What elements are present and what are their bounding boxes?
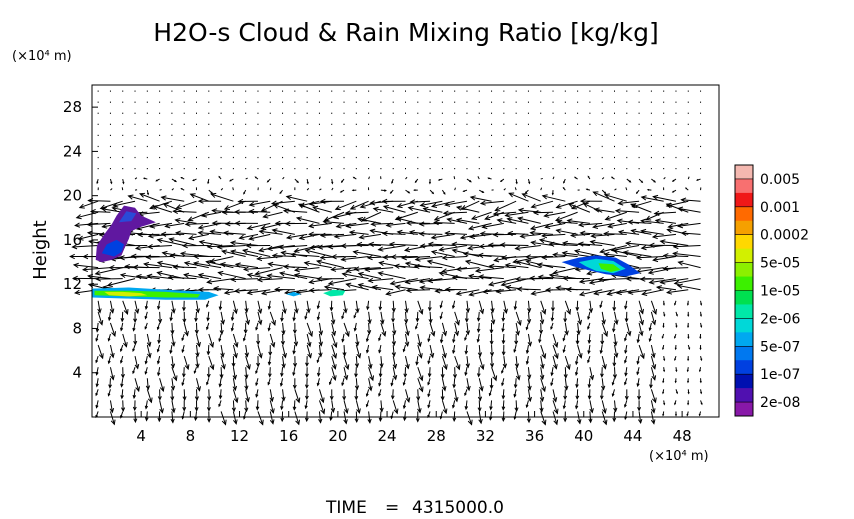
colorbar-swatch [735, 192, 753, 208]
time-equals: = [385, 498, 399, 518]
colorbar-swatch [735, 276, 753, 291]
x-tick-label: 20 [328, 427, 347, 445]
colorbar-label: 1e-05 [760, 284, 800, 300]
colorbar-label: 0.001 [760, 200, 800, 216]
cloud-region [101, 239, 124, 257]
cloud-region [286, 291, 301, 297]
cloud-contours [92, 205, 641, 300]
colorbar-swatch [735, 165, 753, 180]
x-tick-label: 28 [427, 427, 446, 445]
y-tick-label: 8 [72, 319, 82, 337]
x-axis-unit: (×10⁴ m) [649, 449, 709, 464]
x-tick-label: 36 [525, 427, 544, 445]
x-tick-label: 24 [378, 427, 397, 445]
colorbar-swatch [735, 290, 753, 305]
x-tick-label: 44 [623, 427, 642, 445]
colorbar: 0.005 0.001 0.0002 5e-05 1e-05 2e-06 5e-07 1e-0… [734, 164, 809, 417]
chart-title: H2O-s Cloud & Rain Mixing Ratio [kg/kg] [153, 18, 658, 47]
colorbar-swatch [735, 220, 753, 236]
y-tick-label: 24 [63, 142, 82, 160]
y-tick-label: 16 [63, 231, 82, 249]
y-tick-label: 20 [63, 187, 82, 205]
colorbar-swatch [735, 332, 753, 347]
colorbar-label: 2e-06 [760, 311, 800, 327]
y-tick-label: 12 [63, 275, 82, 293]
y-axis-label: Height [30, 220, 51, 280]
wind-vector-field [69, 90, 703, 426]
x-tick-label: 16 [279, 427, 298, 445]
cloud-region [119, 211, 137, 223]
colorbar-swatch [735, 262, 753, 278]
colorbar-swatch [735, 178, 753, 194]
colorbar-label: 2e-08 [760, 395, 800, 411]
plot-frame [91, 84, 720, 418]
colorbar-swatch [735, 318, 753, 333]
colorbar-swatch [735, 248, 753, 264]
colorbar-swatch [735, 360, 753, 375]
colorbar-swatch [735, 304, 753, 319]
x-axis: 4 8 12 16 20 24 28 32 36 40 44 48 [136, 411, 692, 445]
colorbar-swatch [735, 374, 753, 389]
colorbar-swatch [735, 234, 753, 250]
x-tick-label: 8 [186, 427, 196, 445]
colorbar-swatch [735, 346, 753, 361]
y-tick-label: 4 [72, 364, 82, 382]
x-tick-label: 40 [574, 427, 593, 445]
x-tick-label: 48 [673, 427, 692, 445]
y-axis-unit: (×10⁴ m) [12, 49, 72, 64]
colorbar-label: 1e-07 [760, 367, 800, 383]
colorbar-label: 0.0002 [760, 228, 809, 244]
y-tick-label: 28 [63, 98, 82, 116]
time-label: TIME [325, 498, 367, 518]
colorbar-swatch [735, 388, 753, 403]
colorbar-swatch [735, 206, 753, 222]
colorbar-label: 0.005 [760, 172, 800, 188]
colorbar-swatch [735, 402, 753, 417]
cloud-region [323, 289, 346, 297]
x-tick-label: 4 [136, 427, 146, 445]
x-tick-label: 32 [476, 427, 495, 445]
cloud-region [598, 263, 621, 272]
time-value: 4315000.0 [412, 498, 504, 518]
y-axis: 4 8 12 16 20 24 28 [63, 98, 98, 382]
colorbar-label: 5e-05 [760, 256, 800, 272]
x-tick-label: 12 [230, 427, 249, 445]
cloud-region [104, 291, 148, 297]
colorbar-label: 5e-07 [760, 339, 800, 355]
